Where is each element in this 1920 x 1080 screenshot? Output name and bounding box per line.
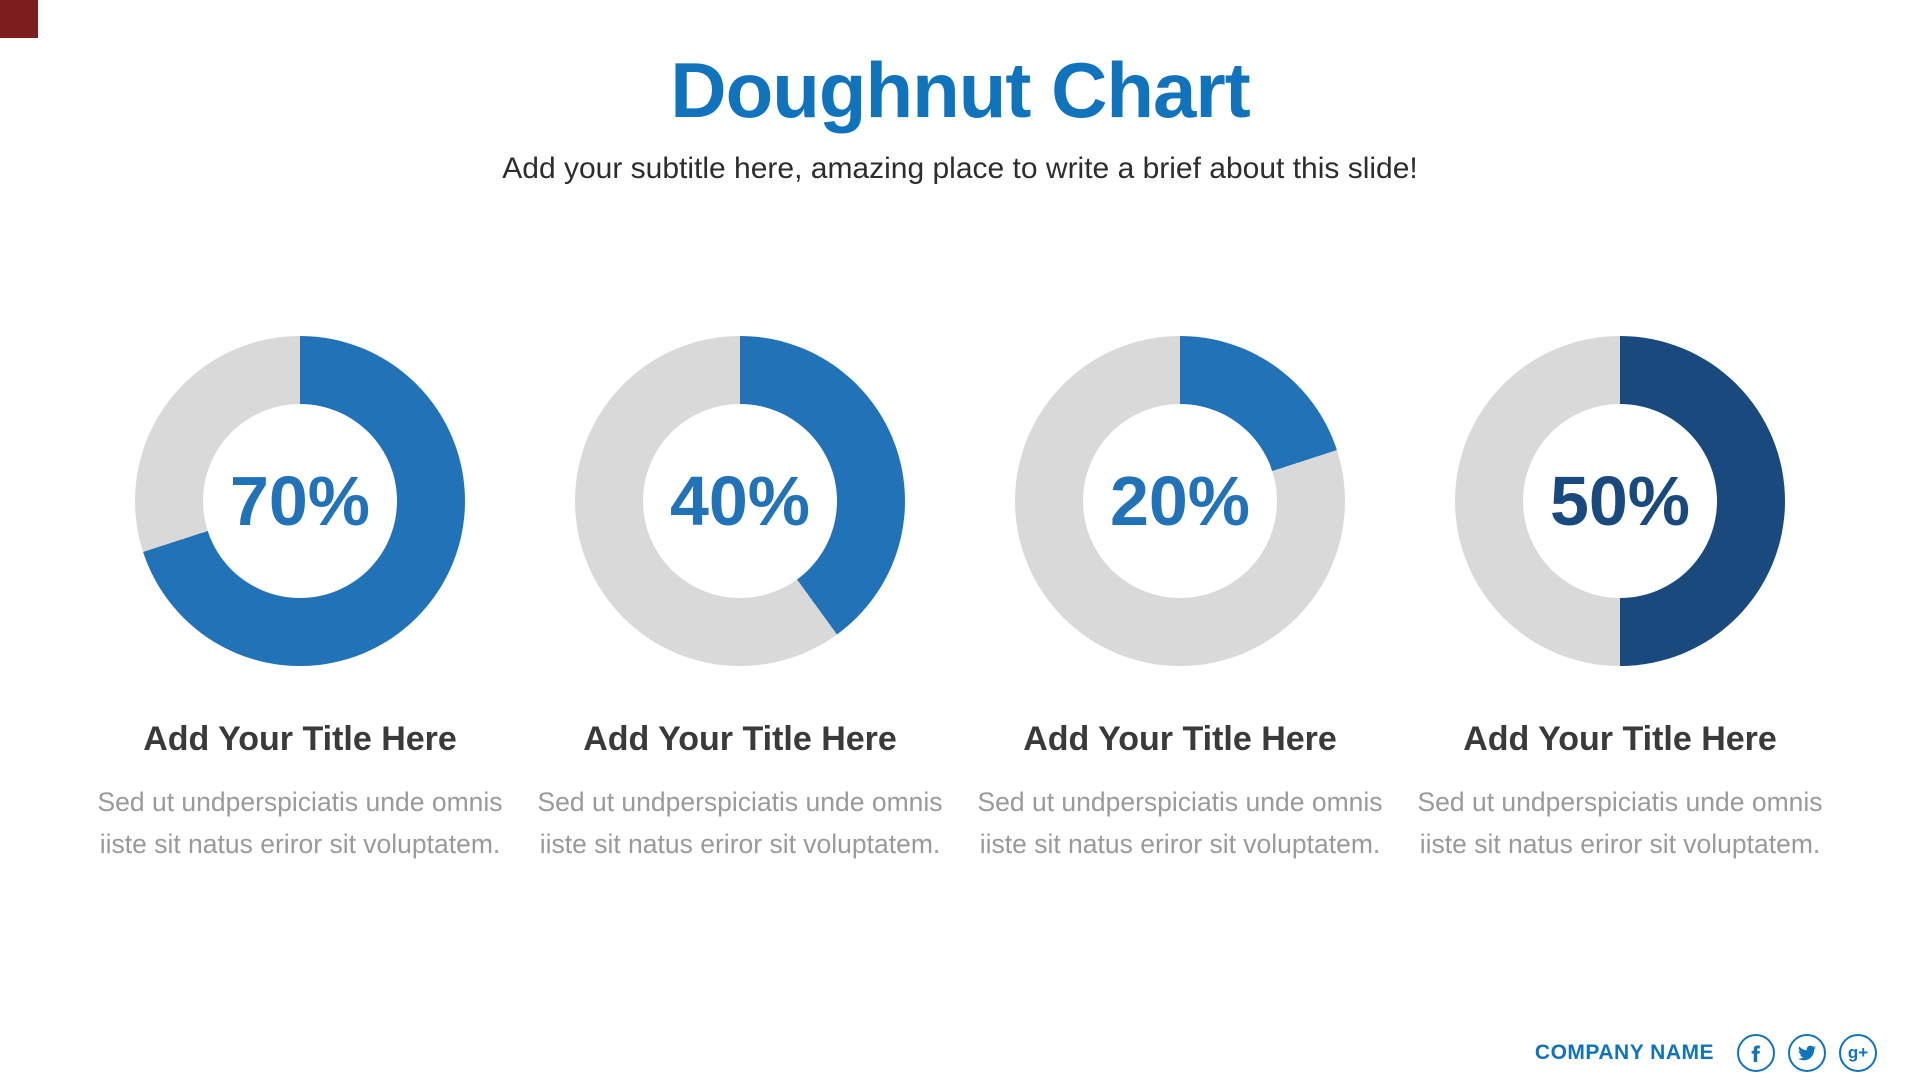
doughnut-chart-4: 50% bbox=[1455, 335, 1785, 666]
doughnut-column-4: 50% Add Your Title Here Sed ut undperspi… bbox=[1417, 335, 1823, 866]
doughnut-column-1: 70% Add Your Title Here Sed ut undperspi… bbox=[97, 335, 503, 866]
twitter-icon[interactable] bbox=[1788, 1034, 1826, 1072]
slide-title: Doughnut Chart bbox=[670, 46, 1251, 134]
doughnut-percent: 40% bbox=[669, 461, 811, 540]
column-description: Sed ut undperspiciatis unde omnis iiste … bbox=[1417, 786, 1823, 860]
doughnut-percent: 70% bbox=[229, 461, 371, 540]
doughnut-column-3: 20% Add Your Title Here Sed ut undperspi… bbox=[977, 335, 1383, 866]
doughnut-chart-3: 20% bbox=[1015, 335, 1345, 666]
facebook-icon[interactable] bbox=[1737, 1034, 1775, 1072]
doughnut-percent: 20% bbox=[1109, 461, 1251, 540]
column-title: Add Your Title Here bbox=[583, 719, 897, 758]
column-description: Sed ut undperspiciatis unde omnis iiste … bbox=[977, 786, 1383, 860]
footer: COMPANY NAME g+ bbox=[1535, 1034, 1877, 1072]
slide-subtitle: Add your subtitle here, amazing place to… bbox=[502, 151, 1418, 185]
column-title: Add Your Title Here bbox=[1463, 719, 1777, 758]
doughnut-column-2: 40% Add Your Title Here Sed ut undperspi… bbox=[537, 335, 943, 866]
doughnut-chart-2: 40% bbox=[575, 335, 905, 666]
google-plus-icon[interactable]: g+ bbox=[1839, 1034, 1877, 1072]
column-description: Sed ut undperspiciatis unde omnis iiste … bbox=[537, 786, 943, 860]
corner-accent bbox=[0, 0, 38, 38]
doughnut-chart-1: 70% bbox=[135, 335, 465, 666]
slide-header: Doughnut Chart Add your subtitle here, a… bbox=[0, 0, 1920, 186]
company-name: COMPANY NAME bbox=[1534, 1041, 1714, 1064]
column-title: Add Your Title Here bbox=[1023, 719, 1337, 758]
column-description: Sed ut undperspiciatis unde omnis iiste … bbox=[97, 786, 503, 860]
doughnut-percent: 50% bbox=[1549, 461, 1691, 540]
charts-row: 70% Add Your Title Here Sed ut undperspi… bbox=[0, 335, 1920, 866]
google-plus-glyph: g+ bbox=[1847, 1043, 1869, 1062]
column-title: Add Your Title Here bbox=[143, 719, 457, 758]
